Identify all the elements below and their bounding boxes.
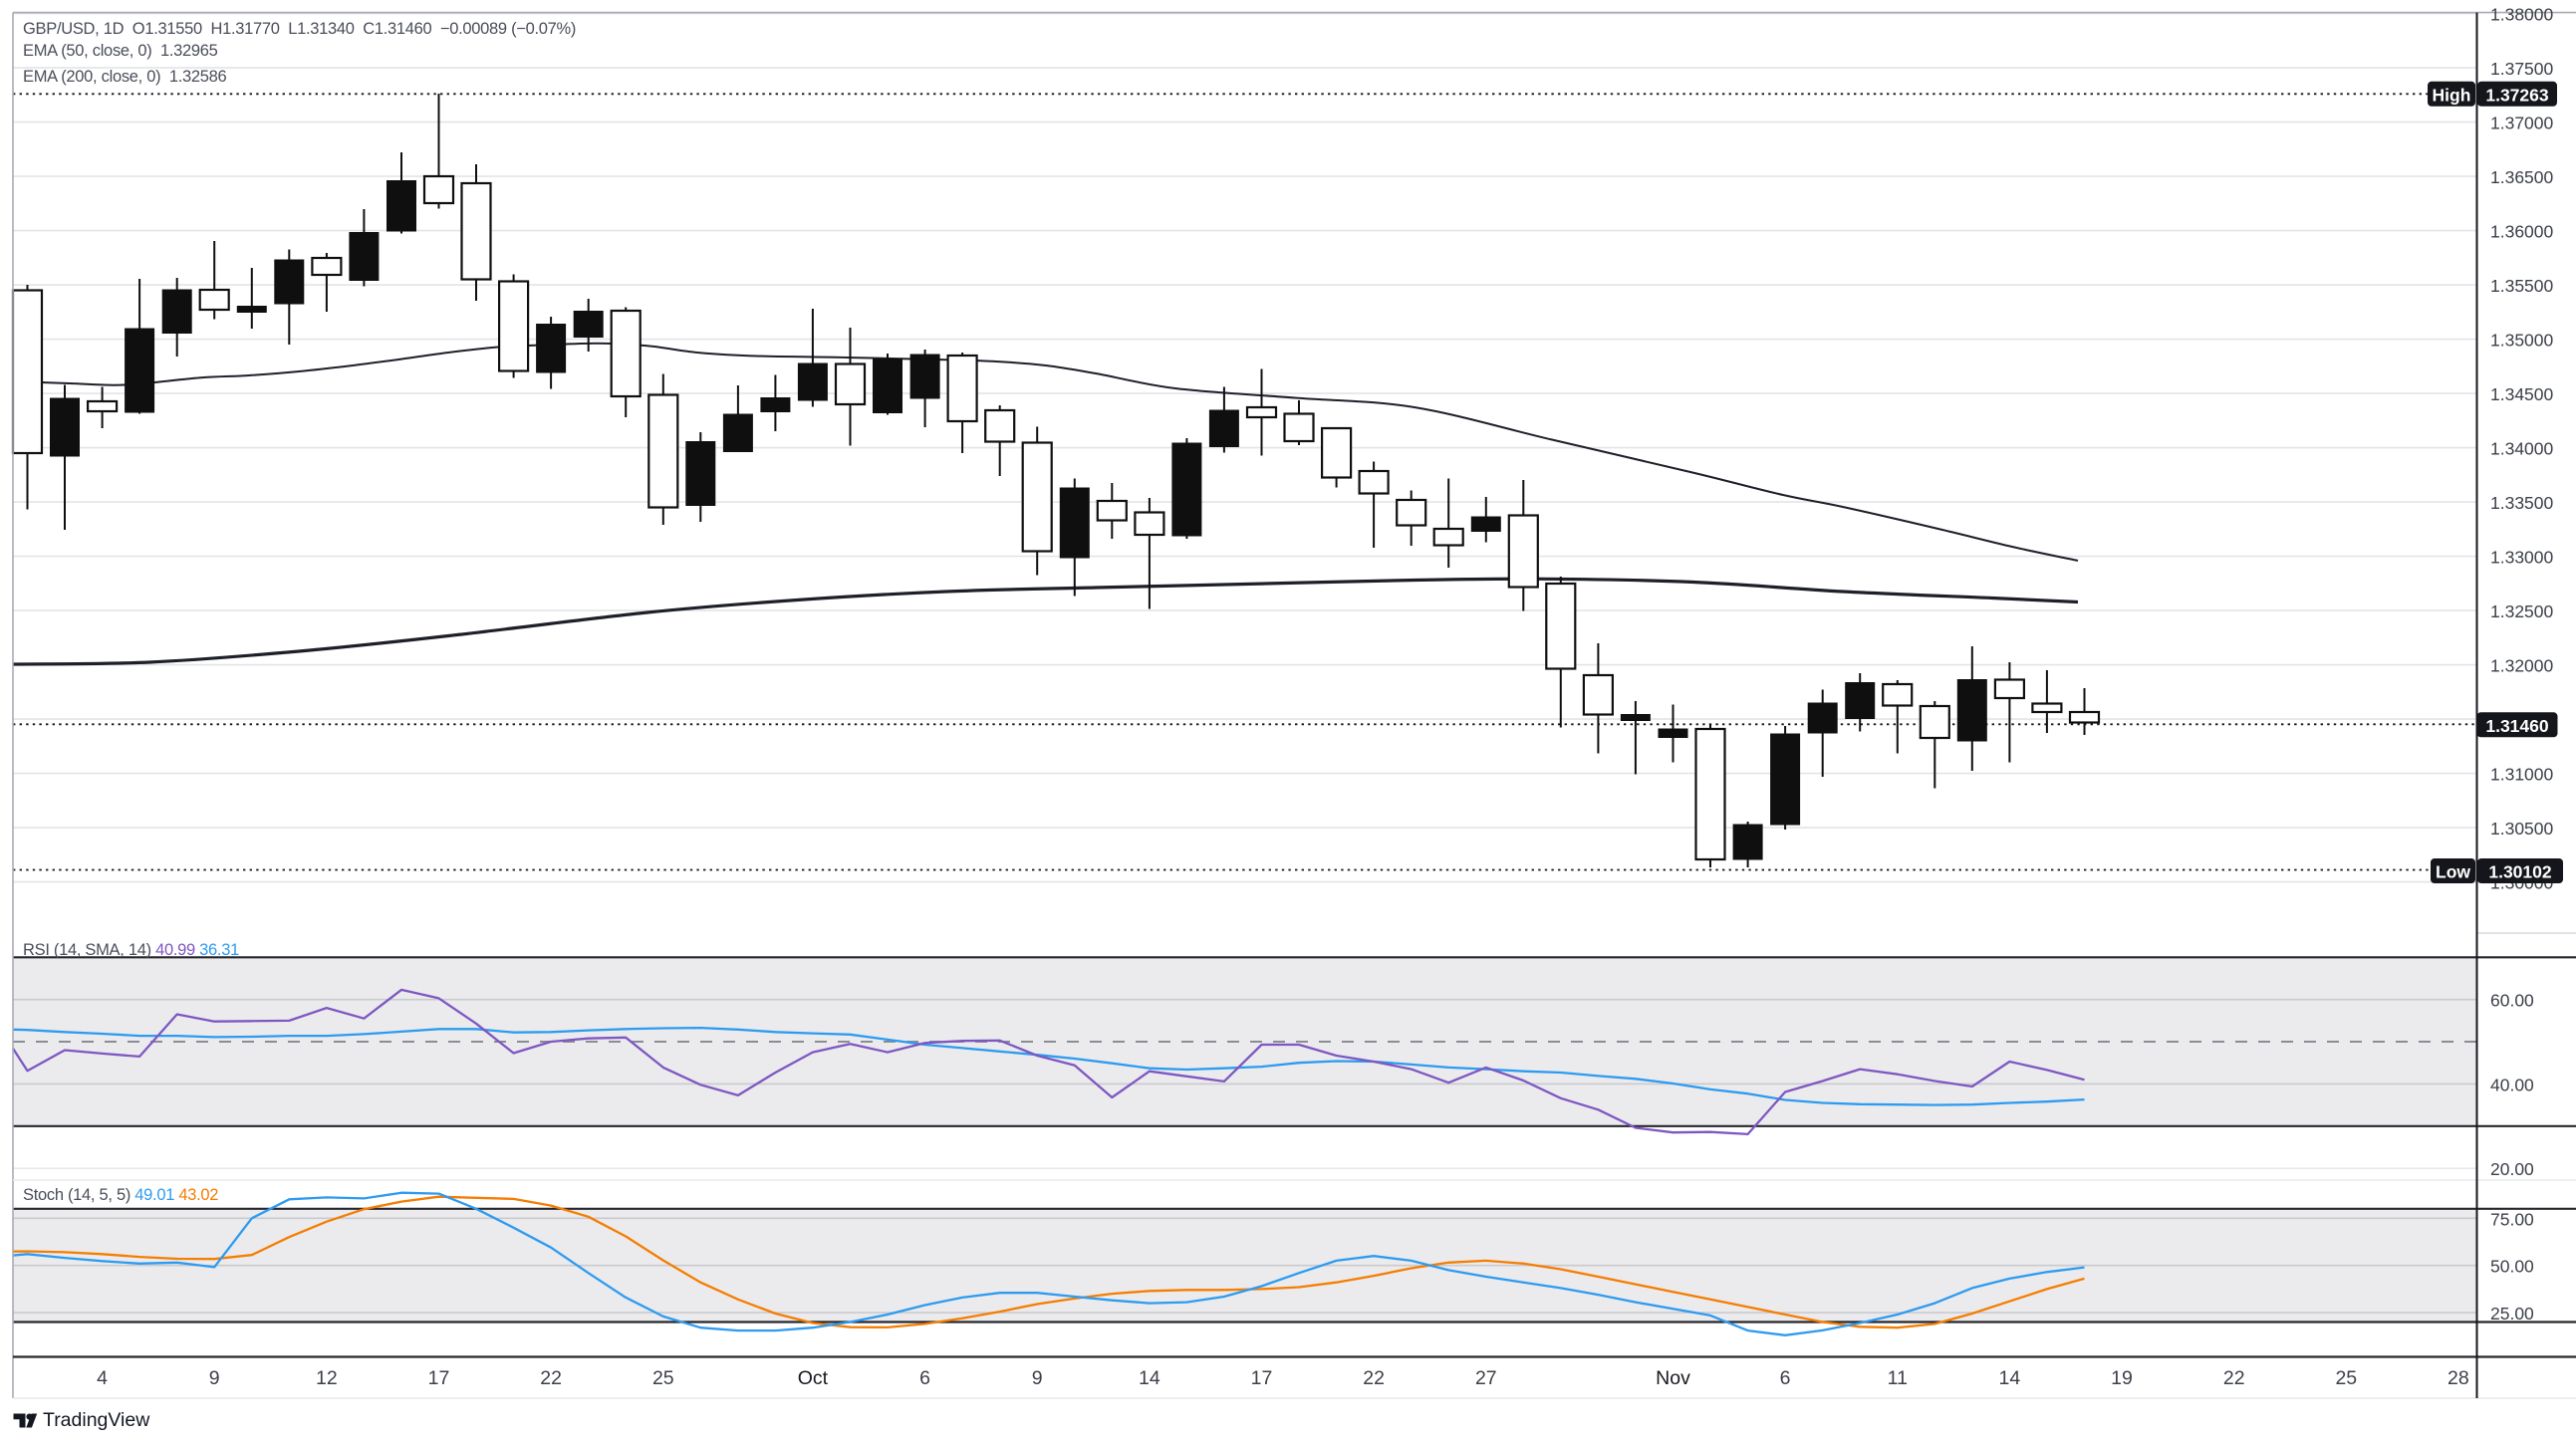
- svg-text:GBP/USD, 1D O1.31550 H1.3177: GBP/USD, 1D O1.31550 H1.31770 L1.31340 C…: [23, 20, 576, 38]
- svg-text:1.31000: 1.31000: [2490, 765, 2554, 785]
- svg-text:11: 11: [1888, 1367, 1908, 1389]
- svg-text:22: 22: [1363, 1367, 1385, 1389]
- svg-text:6: 6: [1780, 1367, 1791, 1389]
- svg-text:25: 25: [2335, 1367, 2357, 1389]
- svg-text:TradingView: TradingView: [43, 1409, 150, 1431]
- svg-text:High: High: [2433, 85, 2471, 105]
- svg-text:Nov: Nov: [1656, 1367, 1690, 1389]
- svg-text:1.35500: 1.35500: [2490, 276, 2554, 296]
- svg-text:1.33000: 1.33000: [2490, 548, 2554, 568]
- svg-text:1.33500: 1.33500: [2490, 493, 2554, 513]
- svg-text:17: 17: [1251, 1367, 1273, 1389]
- svg-text:19: 19: [2111, 1367, 2133, 1389]
- svg-text:25.00: 25.00: [2490, 1304, 2534, 1323]
- svg-text:RSI (14, SMA, 14) 40.99 36.31: RSI (14, SMA, 14) 40.99 36.31: [23, 941, 239, 959]
- svg-text:1.32500: 1.32500: [2490, 601, 2554, 621]
- svg-text:75.00: 75.00: [2490, 1209, 2534, 1229]
- svg-text:1.35000: 1.35000: [2490, 331, 2554, 351]
- svg-text:1.36000: 1.36000: [2490, 222, 2554, 242]
- svg-text:50.00: 50.00: [2490, 1257, 2534, 1277]
- svg-text:22: 22: [540, 1367, 562, 1389]
- svg-text:22: 22: [2223, 1367, 2245, 1389]
- svg-text:1.34500: 1.34500: [2490, 384, 2554, 404]
- svg-text:1.37263: 1.37263: [2485, 85, 2549, 105]
- svg-text:EMA (200, close, 0) 1.32586: EMA (200, close, 0) 1.32586: [23, 68, 227, 86]
- svg-text:1.36500: 1.36500: [2490, 167, 2554, 187]
- svg-text:4: 4: [97, 1367, 108, 1389]
- svg-text:1.30500: 1.30500: [2490, 819, 2554, 839]
- svg-text:9: 9: [1032, 1367, 1043, 1389]
- svg-text:1.37500: 1.37500: [2490, 59, 2554, 79]
- svg-text:27: 27: [1475, 1367, 1497, 1389]
- svg-text:Oct: Oct: [798, 1367, 829, 1389]
- svg-text:28: 28: [2447, 1367, 2469, 1389]
- svg-text:60.00: 60.00: [2490, 991, 2534, 1011]
- svg-text:Low: Low: [2436, 862, 2470, 882]
- svg-text:1.30102: 1.30102: [2488, 862, 2552, 882]
- svg-text:1.34000: 1.34000: [2490, 439, 2554, 459]
- svg-text:14: 14: [1139, 1367, 1160, 1389]
- svg-text:Stoch (14, 5, 5) 49.01 43.02: Stoch (14, 5, 5) 49.01 43.02: [23, 1186, 218, 1204]
- svg-text:14: 14: [1999, 1367, 2021, 1389]
- svg-text:1.38000: 1.38000: [2490, 5, 2554, 25]
- svg-text:17: 17: [428, 1367, 450, 1389]
- svg-text:EMA (50, close, 0) 1.32965: EMA (50, close, 0) 1.32965: [23, 42, 218, 60]
- svg-text:40.00: 40.00: [2490, 1075, 2534, 1094]
- svg-text:1.31460: 1.31460: [2485, 716, 2549, 736]
- svg-text:6: 6: [919, 1367, 930, 1389]
- svg-text:25: 25: [652, 1367, 674, 1389]
- svg-text:1.37000: 1.37000: [2490, 114, 2554, 133]
- svg-text:1.32000: 1.32000: [2490, 656, 2554, 676]
- svg-text:20.00: 20.00: [2490, 1159, 2534, 1179]
- svg-text:9: 9: [209, 1367, 220, 1389]
- svg-text:12: 12: [316, 1367, 338, 1389]
